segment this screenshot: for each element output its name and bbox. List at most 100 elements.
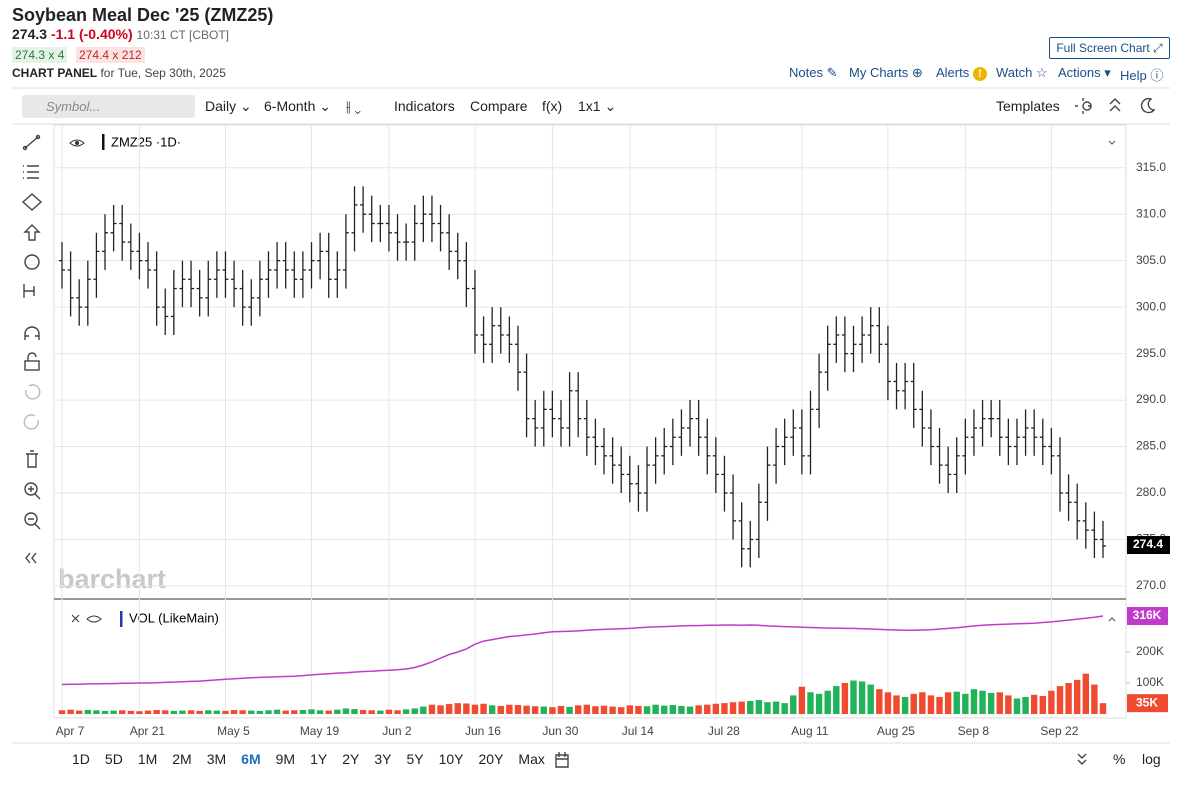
- notes-link[interactable]: Notes ✎: [789, 65, 838, 80]
- y-tick-label: 300.0: [1136, 299, 1166, 313]
- volume-bar: [325, 710, 332, 714]
- bar-type-menu[interactable]: ⫲ ⌄: [346, 98, 362, 114]
- volume-bar: [291, 710, 298, 714]
- symbol-placeholder: Symbol...: [46, 99, 101, 114]
- volume-bar: [523, 705, 530, 714]
- period-button[interactable]: 2M: [172, 751, 192, 767]
- volume-bar: [127, 710, 135, 714]
- volume-bar: [480, 703, 487, 714]
- collapse-icon[interactable]: [1108, 140, 1116, 145]
- volume-bar: [411, 708, 418, 714]
- period-button[interactable]: 20Y: [478, 751, 504, 767]
- ask: 274.4 x 212: [76, 47, 145, 63]
- period-button[interactable]: 9M: [275, 751, 296, 767]
- volume-bar: [979, 690, 986, 714]
- my-charts-link[interactable]: My Charts ⊕: [849, 65, 923, 80]
- legend-label: ZMZ25 ·1D·: [111, 134, 181, 149]
- volume-bar: [600, 705, 608, 714]
- help-link[interactable]: Help ⓘ: [1120, 68, 1164, 83]
- volume-bar: [944, 692, 952, 714]
- toolbar-icons[interactable]: [28, 97, 1156, 768]
- volume-bar: [205, 710, 212, 714]
- volume-bar: [712, 703, 720, 714]
- volume-bar: [1065, 682, 1072, 714]
- period-button[interactable]: 5Y: [406, 751, 424, 767]
- compare-button[interactable]: Compare: [470, 98, 528, 114]
- layout-menu[interactable]: 1x1 ⌄: [578, 98, 617, 114]
- visibility-icon[interactable]: [69, 139, 85, 147]
- period-button[interactable]: 1Y: [310, 751, 328, 767]
- volume-bar: [987, 692, 995, 714]
- volume-bar: [230, 709, 238, 714]
- period-button[interactable]: 3M: [206, 751, 227, 767]
- menu-label: 6-Month: [264, 98, 316, 114]
- volume-bar: [901, 696, 909, 714]
- period-bar: 1D 5D 1M 2M 3M 6M 9M 1Y 2Y 3Y 5Y 10Y 20Y Max: [72, 751, 545, 767]
- alerts-link[interactable]: Alerts !: [936, 65, 987, 81]
- period-button[interactable]: 2Y: [342, 751, 360, 767]
- volume-line: [61, 615, 1104, 686]
- volume-bar: [377, 710, 384, 714]
- actions-menu[interactable]: Actions ▾: [1058, 65, 1111, 80]
- y-tick-label: 315.0: [1136, 160, 1166, 174]
- volume-bar: [497, 705, 504, 714]
- volume-bar: [359, 709, 367, 714]
- period-button[interactable]: Max: [518, 751, 545, 767]
- volume-bar: [368, 710, 375, 714]
- volume-bar: [93, 710, 100, 714]
- last-value-label: 316K: [1133, 608, 1162, 622]
- y-tick-label: 200K: [1136, 644, 1164, 658]
- interval-menu[interactable]: Daily ⌄: [205, 98, 252, 114]
- volume-bar: [910, 693, 917, 714]
- last-value-box: [1127, 607, 1168, 626]
- volume-bar: [144, 710, 152, 714]
- y-tick-label: 100K: [1136, 675, 1164, 689]
- menu-label: Daily: [205, 98, 237, 114]
- volume-bar: [437, 705, 444, 714]
- expand-icon[interactable]: [1108, 617, 1116, 622]
- volume-bar: [101, 710, 109, 714]
- percent-toggle[interactable]: %: [1113, 751, 1126, 767]
- volume-bar: [686, 706, 694, 714]
- volume-bar: [833, 686, 840, 714]
- volume-bar: [170, 710, 178, 714]
- link-label: Alerts: [936, 65, 970, 80]
- volume-bar: [1005, 695, 1012, 714]
- volume-bar: [334, 709, 341, 714]
- volume-bar: [273, 709, 281, 714]
- volume-bar: [626, 705, 634, 714]
- volume-bar: [549, 707, 556, 714]
- x-tick-label: Jun 30: [542, 724, 578, 738]
- volume-bar: [764, 702, 771, 714]
- symbol-search[interactable]: [22, 95, 195, 118]
- drawing-tools[interactable]: [21, 134, 43, 564]
- close-icon[interactable]: [71, 614, 80, 623]
- visibility-icon[interactable]: [86, 615, 102, 623]
- volume-bar: [420, 706, 427, 714]
- volume-bar: [351, 709, 358, 714]
- volume-bar: [402, 709, 410, 714]
- period-button[interactable]: 3Y: [374, 751, 392, 767]
- legend-label: VOL (LikeMain): [129, 610, 219, 625]
- period-button[interactable]: 10Y: [438, 751, 464, 767]
- volume-bar: [488, 705, 496, 714]
- indicators-button[interactable]: Indicators: [394, 98, 455, 114]
- volume-bar: [299, 709, 307, 714]
- last-value-box: [1127, 694, 1168, 713]
- log-toggle[interactable]: log: [1142, 751, 1161, 767]
- volume-bar: [248, 710, 255, 714]
- range-menu[interactable]: 6-Month ⌄: [264, 98, 331, 114]
- volume-bar: [790, 695, 797, 714]
- period-button[interactable]: 1D: [72, 751, 90, 767]
- volume-bar: [841, 682, 849, 714]
- full-screen-button[interactable]: Full Screen Chart ⤢: [1049, 37, 1170, 59]
- templates-button[interactable]: Templates: [996, 98, 1060, 114]
- watch-link[interactable]: Watch ☆: [996, 65, 1048, 80]
- period-button[interactable]: 5D: [104, 751, 123, 767]
- x-tick-label: Apr 7: [56, 724, 85, 738]
- period-button[interactable]: 1M: [137, 751, 158, 767]
- fx-button[interactable]: f(x): [542, 98, 563, 114]
- period-button[interactable]: 6M: [241, 751, 261, 767]
- volume-bar: [884, 692, 892, 714]
